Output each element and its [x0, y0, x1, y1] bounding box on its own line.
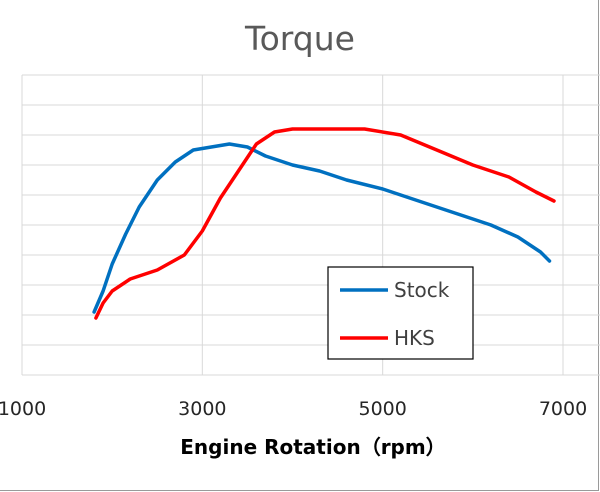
x-tick-label: 1000 [0, 398, 46, 420]
x-tick-label: 3000 [178, 398, 226, 420]
series-line-hks [94, 127, 556, 320]
legend-label-stock: Stock [394, 278, 450, 302]
series-line-stock [92, 142, 552, 314]
x-tick-label: 5000 [358, 398, 406, 420]
legend-label-hks: HKS [394, 326, 435, 350]
gridlines [21, 74, 600, 376]
x-tick-label: 7000 [539, 398, 587, 420]
chart-title: Torque [244, 19, 355, 58]
legend-box [327, 266, 474, 360]
legend: Stock HKS [327, 266, 474, 360]
x-axis-label: Engine Rotation（rpm） [180, 435, 445, 459]
series-lines [92, 127, 556, 320]
x-tick-labels: 1000 3000 5000 7000 [0, 398, 587, 420]
